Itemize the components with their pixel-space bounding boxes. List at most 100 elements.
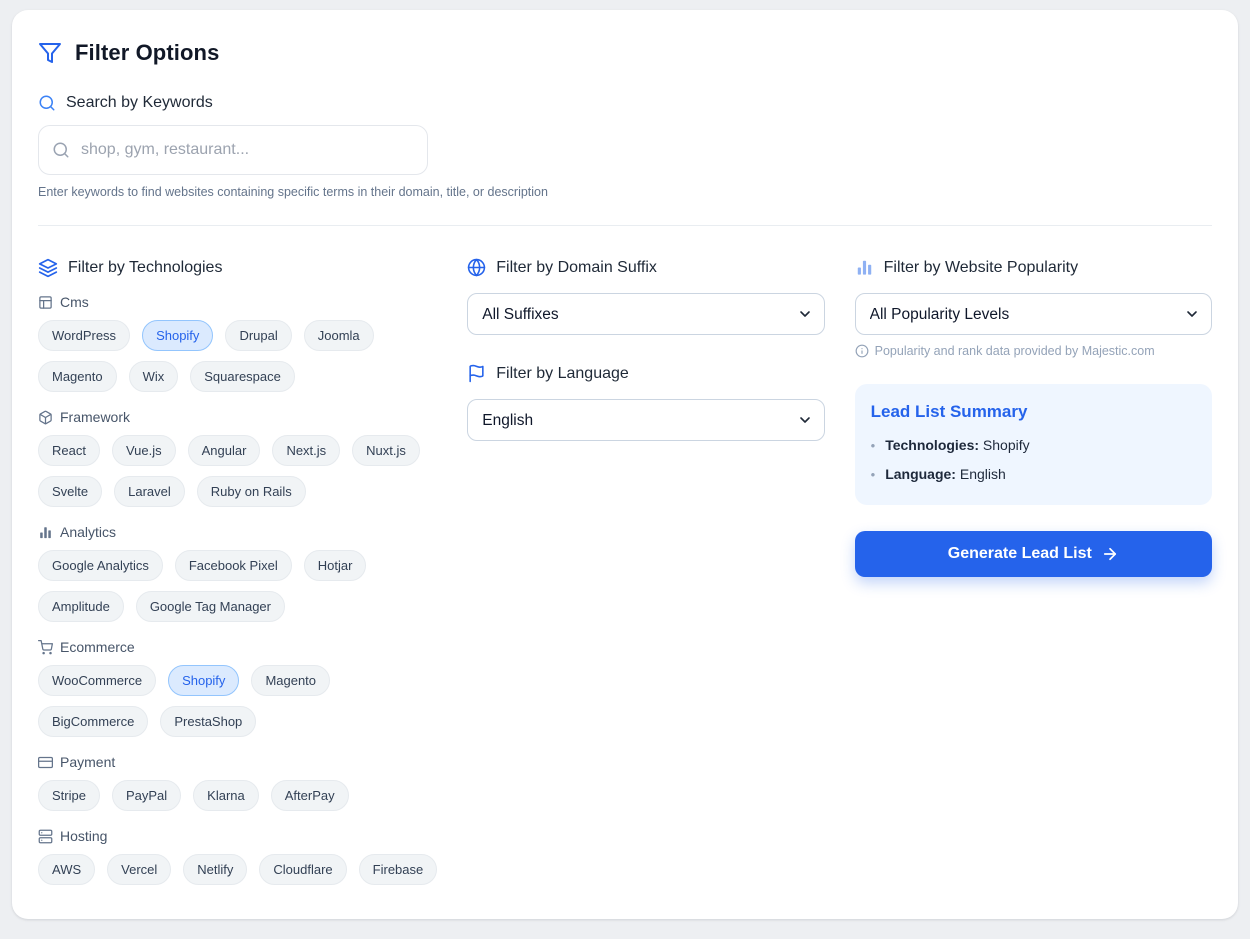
chip-vue-js[interactable]: Vue.js bbox=[111, 435, 176, 466]
popularity-note: Popularity and rank data provided by Maj… bbox=[855, 344, 1212, 358]
popularity-select[interactable]: All Popularity Levels bbox=[854, 293, 1212, 335]
chip-row: Svelte Laravel Ruby on Rails bbox=[38, 476, 437, 507]
box-icon bbox=[38, 410, 53, 425]
summary-item-value: Shopify bbox=[979, 437, 1030, 453]
chip-joomla[interactable]: Joomla bbox=[303, 320, 374, 351]
category-label: Hosting bbox=[38, 828, 437, 844]
chip-row: Google Analytics Facebook Pixel Hotjar bbox=[38, 550, 437, 581]
chip-facebook-pixel[interactable]: Facebook Pixel bbox=[174, 550, 292, 581]
summary-title: Lead List Summary bbox=[870, 402, 1028, 421]
technology-categories: Cms WordPress Shopify Drupal Joomla Magento Wi… bbox=[38, 294, 438, 885]
chip-ruby-on-rails[interactable]: Ruby on Rails bbox=[196, 476, 306, 507]
category-name: Analytics bbox=[60, 524, 117, 540]
layers-icon bbox=[38, 258, 58, 278]
summary-item: • Technologies: Shopify bbox=[871, 437, 1196, 453]
lead-list-summary: Lead List Summary • Technologies: Shopify… bbox=[854, 384, 1212, 505]
bullet-icon: • bbox=[870, 438, 876, 453]
server-icon bbox=[38, 829, 53, 844]
globe-icon bbox=[467, 258, 486, 277]
chip-shopify[interactable]: Shopify bbox=[168, 665, 240, 696]
category-name: Framework bbox=[60, 409, 131, 425]
chip-google-tag-manager[interactable]: Google Tag Manager bbox=[135, 591, 285, 622]
search-input-icon bbox=[52, 141, 70, 159]
chip-row: AWS Vercel Netlify Cloudflare Firebase bbox=[38, 854, 438, 885]
chip-woocommerce[interactable]: WooCommerce bbox=[38, 665, 157, 696]
popularity-heading: Filter by Website Popularity bbox=[855, 258, 1212, 277]
info-icon bbox=[855, 344, 869, 358]
bar-chart-icon bbox=[38, 525, 53, 540]
domain-suffix-select[interactable]: All Suffixes bbox=[467, 293, 825, 335]
generate-lead-list-button[interactable]: Generate Lead List bbox=[854, 531, 1212, 577]
cart-icon bbox=[38, 639, 53, 655]
filter-funnel-icon bbox=[38, 41, 62, 65]
technologies-heading-label: Filter by Technologies bbox=[68, 259, 223, 276]
chip-klarna[interactable]: Klarna bbox=[193, 780, 259, 811]
popularity-heading-label: Filter by Website Popularity bbox=[883, 258, 1079, 276]
chip-bigcommerce[interactable]: BigCommerce bbox=[38, 706, 149, 737]
language-group: Filter by Language English bbox=[467, 364, 825, 441]
chip-shopify[interactable]: Shopify bbox=[142, 320, 214, 351]
category-hosting: Hosting AWS Vercel Netlify Cloudflare Firebas… bbox=[38, 828, 438, 885]
chip-magento[interactable]: Magento bbox=[38, 361, 117, 392]
summary-item-label: Language: bbox=[885, 466, 956, 482]
language-select-wrap: English bbox=[467, 399, 825, 441]
arrow-right-icon bbox=[1101, 545, 1119, 563]
chip-amplitude[interactable]: Amplitude bbox=[38, 591, 124, 622]
chip-magento[interactable]: Magento bbox=[251, 665, 331, 696]
chip-afterpay[interactable]: AfterPay bbox=[270, 780, 349, 811]
chip-stripe[interactable]: Stripe bbox=[38, 780, 100, 811]
chip-laravel[interactable]: Laravel bbox=[114, 476, 185, 507]
category-ecommerce: Ecommerce WooCommerce Shopify Magento BigCom… bbox=[38, 639, 437, 737]
category-label: Framework bbox=[38, 409, 437, 425]
category-framework: Framework React Vue.js Angular Next.js Nuxt.j… bbox=[38, 409, 437, 507]
chip-paypal[interactable]: PayPal bbox=[111, 780, 182, 811]
chip-wordpress[interactable]: WordPress bbox=[38, 320, 131, 351]
generate-button-label: Generate Lead List bbox=[947, 545, 1092, 562]
technologies-heading: Filter by Technologies bbox=[38, 258, 437, 278]
layout-icon bbox=[38, 295, 53, 310]
search-heading-label: Search by Keywords bbox=[66, 94, 213, 111]
chip-row: WordPress Shopify Drupal Joomla bbox=[38, 320, 437, 351]
chip-firebase[interactable]: Firebase bbox=[358, 854, 438, 885]
search-section-heading: Search by Keywords bbox=[38, 94, 1212, 112]
page-title: Filter Options bbox=[75, 40, 220, 65]
chip-svelte[interactable]: Svelte bbox=[38, 476, 103, 507]
language-select[interactable]: English bbox=[467, 399, 825, 441]
filter-options-card: Filter Options Search by Keywords Enter … bbox=[12, 10, 1238, 919]
chip-row: Stripe PayPal Klarna AfterPay bbox=[38, 780, 437, 811]
card-header: Filter Options bbox=[38, 40, 1212, 66]
chip-drupal[interactable]: Drupal bbox=[225, 320, 292, 351]
chip-google-analytics[interactable]: Google Analytics bbox=[38, 550, 163, 581]
language-heading: Filter by Language bbox=[467, 364, 824, 383]
chip-angular[interactable]: Angular bbox=[187, 435, 261, 466]
summary-item: • Language: English bbox=[871, 466, 1196, 482]
category-name: Payment bbox=[60, 754, 116, 770]
category-name: Cms bbox=[60, 294, 89, 310]
category-name: Ecommerce bbox=[60, 639, 135, 655]
category-payment: Payment Stripe PayPal Klarna AfterPay bbox=[38, 754, 437, 811]
section-divider bbox=[38, 225, 1212, 226]
chip-vercel[interactable]: Vercel bbox=[107, 854, 172, 885]
popularity-select-wrap: All Popularity Levels bbox=[854, 293, 1212, 335]
flag-icon bbox=[467, 364, 486, 383]
search-icon bbox=[38, 94, 56, 112]
popularity-note-text: Popularity and rank data provided by Maj… bbox=[874, 344, 1155, 358]
category-analytics: Analytics Google Analytics Facebook Pixel H… bbox=[38, 524, 437, 622]
chip-react[interactable]: React bbox=[38, 435, 100, 466]
chip-prestashop[interactable]: PrestaShop bbox=[160, 706, 257, 737]
chip-cloudflare[interactable]: Cloudflare bbox=[259, 854, 347, 885]
chip-squarespace[interactable]: Squarespace bbox=[190, 361, 295, 392]
chip-aws[interactable]: AWS bbox=[38, 854, 96, 885]
chip-nuxt-js[interactable]: Nuxt.js bbox=[352, 435, 420, 466]
credit-card-icon bbox=[38, 755, 53, 770]
chip-next-js[interactable]: Next.js bbox=[272, 435, 341, 466]
chip-wix[interactable]: Wix bbox=[128, 361, 179, 392]
keyword-search bbox=[38, 125, 428, 175]
chip-hotjar[interactable]: Hotjar bbox=[303, 550, 367, 581]
category-name: Hosting bbox=[60, 828, 108, 844]
chip-netlify[interactable]: Netlify bbox=[183, 854, 248, 885]
keyword-search-input[interactable] bbox=[38, 125, 428, 175]
bar-chart-icon bbox=[855, 258, 874, 277]
search-helper-text: Enter keywords to find websites containi… bbox=[38, 185, 548, 199]
technologies-column: Filter by Technologies Cms WordPress Shopi… bbox=[38, 258, 438, 902]
